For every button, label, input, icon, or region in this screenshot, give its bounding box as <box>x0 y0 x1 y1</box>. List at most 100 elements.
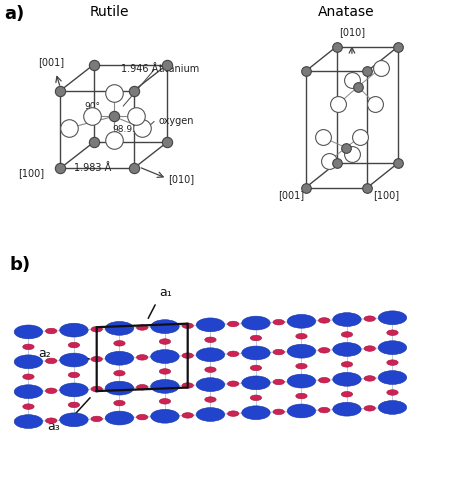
Circle shape <box>378 400 407 414</box>
Circle shape <box>91 327 102 332</box>
Circle shape <box>151 379 179 393</box>
Text: a₁: a₁ <box>160 285 172 298</box>
Circle shape <box>364 316 375 321</box>
Point <box>57 164 64 172</box>
Circle shape <box>273 349 284 355</box>
Circle shape <box>228 381 239 387</box>
Text: Anatase: Anatase <box>318 5 374 19</box>
Text: a₃: a₃ <box>48 420 60 433</box>
Point <box>364 184 371 192</box>
Circle shape <box>137 414 148 420</box>
Circle shape <box>91 356 102 362</box>
Circle shape <box>341 391 353 397</box>
Text: 90°: 90° <box>84 102 100 111</box>
Circle shape <box>196 408 225 422</box>
Circle shape <box>319 377 330 383</box>
Circle shape <box>14 325 43 339</box>
Circle shape <box>60 413 88 427</box>
Text: titanium: titanium <box>159 64 200 74</box>
Circle shape <box>182 412 193 418</box>
Point <box>334 100 342 108</box>
Point <box>163 138 171 146</box>
Circle shape <box>273 319 284 325</box>
Point <box>132 113 139 120</box>
Point <box>319 134 327 141</box>
Text: oxygen: oxygen <box>159 116 194 126</box>
Circle shape <box>23 404 34 410</box>
Circle shape <box>242 316 270 330</box>
Circle shape <box>14 415 43 428</box>
Text: 1.946 Å: 1.946 Å <box>121 64 158 74</box>
Circle shape <box>46 328 57 334</box>
Circle shape <box>46 358 57 364</box>
Circle shape <box>242 346 270 360</box>
Point <box>110 136 118 144</box>
Point <box>394 159 402 167</box>
Point <box>302 184 310 192</box>
Circle shape <box>151 350 179 364</box>
Circle shape <box>319 348 330 353</box>
Circle shape <box>114 370 125 376</box>
Circle shape <box>296 333 307 339</box>
Text: 98.93°: 98.93° <box>113 125 143 134</box>
Text: a): a) <box>5 5 25 23</box>
Circle shape <box>341 332 353 337</box>
Point <box>354 83 362 91</box>
Text: [100]: [100] <box>18 168 44 178</box>
Circle shape <box>228 411 239 416</box>
Point <box>90 138 98 146</box>
Point <box>394 43 402 50</box>
Circle shape <box>387 330 398 335</box>
Circle shape <box>60 383 88 397</box>
Circle shape <box>23 374 34 379</box>
Circle shape <box>242 376 270 390</box>
Point <box>377 64 385 71</box>
Circle shape <box>319 407 330 413</box>
Circle shape <box>296 364 307 369</box>
Circle shape <box>68 342 80 348</box>
Circle shape <box>341 362 353 367</box>
Circle shape <box>287 344 316 358</box>
Circle shape <box>105 381 134 395</box>
Circle shape <box>137 385 148 390</box>
Circle shape <box>378 311 407 325</box>
Circle shape <box>273 379 284 385</box>
Circle shape <box>60 353 88 367</box>
Circle shape <box>46 418 57 423</box>
Circle shape <box>333 313 361 326</box>
Circle shape <box>68 402 80 408</box>
Circle shape <box>333 372 361 386</box>
Circle shape <box>378 371 407 385</box>
Circle shape <box>228 321 239 327</box>
Text: a₂: a₂ <box>38 347 51 360</box>
Text: [100]: [100] <box>373 190 400 200</box>
Circle shape <box>105 352 134 365</box>
Circle shape <box>287 374 316 388</box>
Point <box>88 113 95 120</box>
Point <box>348 76 356 84</box>
Point <box>57 87 64 94</box>
Text: [001]: [001] <box>38 57 64 67</box>
Circle shape <box>333 402 361 416</box>
Point <box>342 144 349 151</box>
Circle shape <box>242 406 270 420</box>
Circle shape <box>196 318 225 332</box>
Circle shape <box>387 360 398 365</box>
Circle shape <box>159 399 171 404</box>
Circle shape <box>287 404 316 418</box>
Text: [010]: [010] <box>168 174 194 184</box>
Circle shape <box>159 339 171 344</box>
Circle shape <box>196 348 225 362</box>
Point <box>356 134 364 141</box>
Circle shape <box>137 354 148 360</box>
Circle shape <box>182 323 193 329</box>
Text: [010]: [010] <box>339 28 365 37</box>
Circle shape <box>205 337 216 342</box>
Circle shape <box>387 390 398 395</box>
Circle shape <box>250 365 262 371</box>
Circle shape <box>151 410 179 423</box>
Point <box>325 158 333 165</box>
Circle shape <box>60 323 88 337</box>
Circle shape <box>296 393 307 399</box>
Circle shape <box>273 409 284 415</box>
